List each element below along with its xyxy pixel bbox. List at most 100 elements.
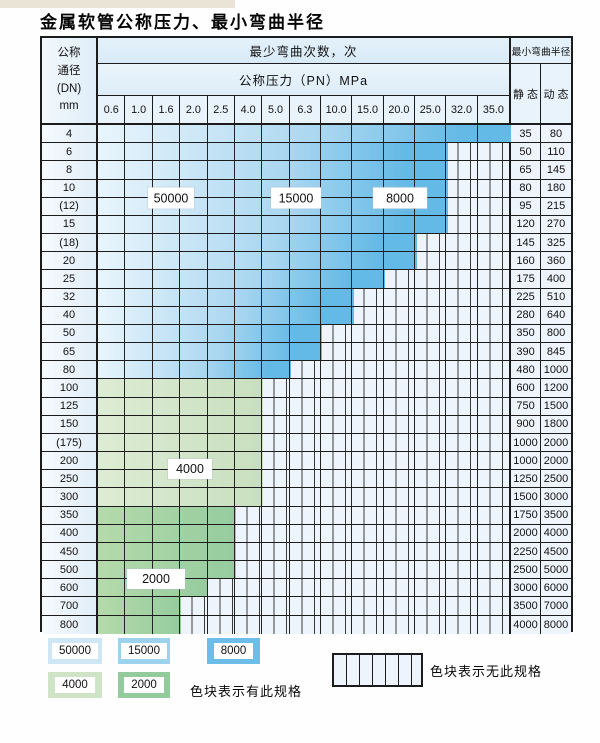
no-spec-hatch-cell — [446, 324, 478, 343]
dn-cell: 200 — [42, 452, 99, 470]
colored-span — [98, 125, 512, 143]
colored-span — [98, 252, 417, 270]
dn-header-line: (DN) — [56, 82, 82, 95]
dynamic-radius-value: 80 — [541, 125, 571, 143]
dn-cell: 600 — [42, 579, 99, 597]
no-spec-hatch-cell — [477, 506, 510, 524]
no-spec-hatch-cell — [415, 615, 447, 634]
no-spec-hatch-cell — [262, 470, 290, 488]
static-radius-value: 50 — [511, 143, 542, 161]
spec-cell — [98, 270, 126, 288]
spec-cell — [98, 252, 126, 270]
static-radius-value: 1750 — [511, 506, 542, 524]
no-spec-hatch-cell — [446, 506, 478, 524]
no-spec-hatch-cell — [321, 561, 353, 579]
nominal-pressure-header: 公称压力（PN）MPa — [98, 64, 510, 96]
no-spec-hatch-cell — [234, 579, 263, 597]
colored-span — [98, 361, 291, 379]
dn-cell: 250 — [42, 470, 99, 488]
no-spec-hatch-cell — [415, 506, 447, 524]
spec-cell — [208, 397, 235, 415]
dn-cell: 40 — [42, 306, 99, 324]
spec-cell — [125, 324, 153, 343]
table-row: 500 2500 5000 — [42, 561, 571, 580]
dynamic-radius-value: 110 — [541, 143, 571, 161]
no-spec-hatch-cell — [262, 615, 290, 634]
min-bend-cycles-header: 最少弯曲次数，次 — [98, 38, 510, 64]
spec-cell — [180, 197, 208, 215]
grid-cells — [98, 143, 510, 161]
no-spec-hatch-cell — [180, 615, 208, 634]
spec-cell — [321, 143, 353, 161]
spec-cell — [153, 524, 181, 542]
no-spec-hatch-cell — [477, 143, 510, 161]
spec-cell — [98, 615, 126, 634]
spec-cell — [98, 361, 126, 379]
no-spec-hatch-cell — [289, 397, 322, 415]
table-row: 350 1750 3500 — [42, 506, 571, 525]
no-spec-hatch-cell — [321, 488, 353, 506]
dynamic-radius-value: 845 — [541, 343, 571, 361]
static-radius-value: 175 — [511, 270, 542, 288]
no-spec-hatch-cell — [262, 452, 290, 470]
spec-cell — [208, 561, 235, 579]
no-spec-hatch-cell — [321, 597, 353, 615]
spec-cell — [153, 288, 181, 306]
colored-span — [98, 615, 181, 634]
no-spec-hatch-cell — [446, 579, 478, 597]
spec-cell — [180, 343, 208, 361]
spec-cell — [235, 379, 263, 397]
spec-cell — [180, 579, 208, 597]
no-spec-hatch-cell — [446, 488, 478, 506]
page-title: 金属软管公称压力、最小弯曲半径 — [40, 13, 325, 33]
dynamic-radius-value: 2000 — [541, 452, 571, 470]
no-spec-hatch-cell — [383, 343, 416, 361]
spec-cell — [321, 234, 353, 252]
table-header: 公称 通径 (DN) mm 最少弯曲次数，次 公称压力（PN）MPa 0.6 1.… — [42, 38, 571, 125]
no-spec-hatch-cell — [352, 561, 384, 579]
dn-cell: 100 — [42, 379, 99, 397]
no-spec-hatch-cell — [262, 597, 290, 615]
dynamic-radius-value: 360 — [541, 252, 571, 270]
no-spec-hatch-cell — [477, 270, 510, 288]
dn-header-line: 公称 — [57, 46, 81, 59]
no-spec-hatch-cell — [289, 597, 322, 615]
legend-block-4000: 4000 — [48, 672, 102, 698]
pn-column-header: 0.6 — [98, 96, 126, 123]
static-radius-value: 4000 — [511, 615, 542, 634]
no-spec-hatch-cell — [383, 379, 416, 397]
spec-cell — [125, 415, 153, 433]
spec-cell — [153, 415, 181, 433]
no-spec-hatch-cell — [446, 270, 478, 288]
no-spec-hatch-cell — [234, 597, 263, 615]
pn-column-header: 20.0 — [384, 96, 416, 123]
legend-block-15000: 15000 — [118, 638, 170, 664]
spec-cell — [98, 179, 126, 197]
spec-cell — [235, 161, 263, 179]
grid-cells — [98, 397, 510, 415]
no-spec-hatch-cell — [446, 379, 478, 397]
spec-cell — [290, 306, 322, 324]
no-spec-hatch-cell — [477, 215, 510, 234]
spec-cell — [98, 506, 126, 524]
table-row: 150 900 1800 — [42, 415, 571, 434]
grid-cells — [98, 306, 510, 324]
no-spec-hatch-cell — [446, 306, 478, 324]
no-spec-hatch-cell — [415, 561, 447, 579]
dynamic-radius-value: 640 — [541, 306, 571, 324]
legend-block-label: 15000 — [121, 643, 167, 659]
spec-cells — [98, 306, 512, 324]
spec-cell — [208, 542, 235, 561]
static-radius-value: 1500 — [511, 488, 542, 506]
no-spec-hatch-cell — [262, 433, 290, 452]
no-spec-hatch-cell — [477, 415, 510, 433]
no-spec-hatch-cell — [415, 470, 447, 488]
static-dynamic-headers: 静 态 动 态 — [511, 64, 571, 123]
dn-cell: 20 — [42, 252, 99, 270]
no-spec-hatch-cell — [446, 234, 478, 252]
spec-cell — [180, 379, 208, 397]
spec-cell — [208, 488, 235, 506]
legend-has-spec-text: 色块表示有此规格 — [190, 684, 303, 699]
spec-cell — [262, 143, 290, 161]
spec-cells — [98, 542, 512, 561]
